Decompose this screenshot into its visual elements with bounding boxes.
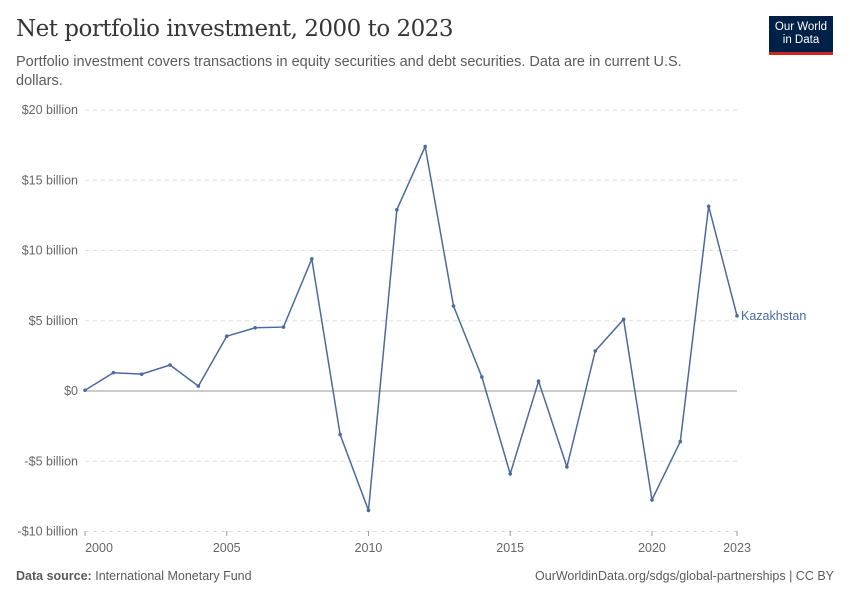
source-name: International Monetary Fund bbox=[95, 569, 252, 583]
data-point bbox=[593, 349, 598, 353]
data-point bbox=[678, 439, 683, 444]
data-point bbox=[451, 304, 456, 308]
series-line-kazakhstan bbox=[84, 144, 738, 511]
data-point bbox=[168, 363, 172, 367]
data-point bbox=[395, 207, 399, 212]
y-tick-label: $0 bbox=[64, 384, 78, 398]
source-label: Data source: bbox=[16, 569, 92, 583]
data-point bbox=[111, 370, 116, 375]
data-point bbox=[423, 144, 427, 149]
data-point bbox=[706, 204, 711, 209]
y-tick-label: -$10 billion bbox=[18, 525, 79, 539]
data-point bbox=[281, 325, 286, 329]
data-point bbox=[366, 508, 371, 513]
x-tick-label: 2000 bbox=[85, 541, 113, 555]
x-tick-label: 2005 bbox=[213, 541, 241, 555]
y-tick-label: -$5 billion bbox=[24, 454, 78, 468]
series-label-kazakhstan: Kazakhstan bbox=[741, 309, 806, 323]
data-point bbox=[536, 379, 541, 383]
y-tick-label: $15 billion bbox=[22, 173, 78, 187]
data-point bbox=[83, 388, 87, 393]
y-tick-label: $10 billion bbox=[22, 244, 78, 258]
data-point bbox=[565, 465, 569, 469]
chart-title: Net portfolio investment, 2000 to 2023 bbox=[16, 16, 454, 42]
data-point bbox=[508, 472, 513, 476]
data-point bbox=[139, 372, 144, 376]
chart-subtitle: Portfolio investment covers transactions… bbox=[16, 54, 682, 89]
x-tick-label: 2023 bbox=[723, 541, 751, 555]
data-point bbox=[338, 432, 342, 437]
data-point bbox=[224, 334, 229, 339]
line-chart: $20 billion $15 billion $10 billion $5 bill… bbox=[18, 103, 807, 555]
owid-logo[interactable]: Our World in Data bbox=[769, 16, 833, 55]
x-tick-label: 2010 bbox=[355, 541, 383, 555]
y-tick-label: $20 billion bbox=[22, 103, 78, 117]
x-tick-label: 2020 bbox=[638, 541, 666, 555]
data-point bbox=[621, 317, 626, 322]
data-point bbox=[735, 314, 739, 318]
footer-link[interactable]: OurWorldinData.org/sdgs/global-partnersh… bbox=[535, 569, 834, 583]
data-point bbox=[196, 384, 201, 388]
data-point bbox=[480, 375, 484, 379]
data-point bbox=[253, 325, 257, 330]
y-tick-label: $5 billion bbox=[29, 314, 78, 328]
data-source: Data source: International Monetary Fund bbox=[16, 569, 252, 583]
x-tick-label: 2015 bbox=[496, 541, 524, 555]
data-point bbox=[650, 498, 654, 502]
data-point bbox=[309, 257, 314, 261]
